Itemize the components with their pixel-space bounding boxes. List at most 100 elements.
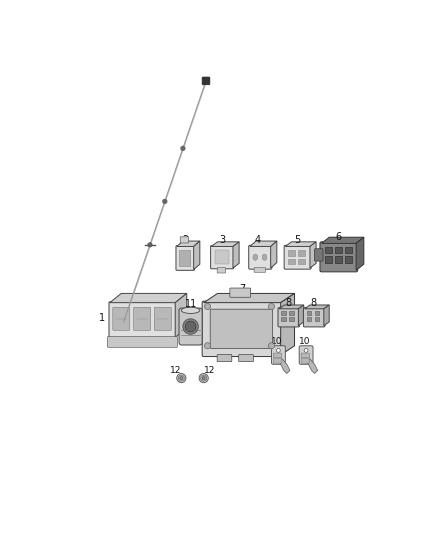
Polygon shape [279, 359, 290, 374]
Ellipse shape [163, 199, 167, 203]
FancyBboxPatch shape [304, 308, 325, 327]
Text: 6: 6 [336, 232, 342, 242]
Ellipse shape [262, 254, 267, 260]
Text: 10: 10 [271, 337, 283, 346]
Polygon shape [250, 241, 277, 246]
FancyBboxPatch shape [217, 268, 226, 273]
FancyBboxPatch shape [155, 308, 171, 330]
Polygon shape [321, 237, 364, 244]
Text: 4: 4 [254, 235, 261, 245]
FancyBboxPatch shape [298, 251, 305, 256]
Polygon shape [271, 241, 277, 268]
Polygon shape [177, 241, 200, 246]
FancyBboxPatch shape [272, 346, 285, 364]
FancyBboxPatch shape [107, 336, 177, 348]
Ellipse shape [268, 343, 275, 349]
Text: 3: 3 [219, 235, 225, 245]
FancyBboxPatch shape [273, 359, 282, 363]
FancyBboxPatch shape [180, 237, 189, 243]
Polygon shape [298, 305, 304, 326]
FancyBboxPatch shape [230, 288, 251, 297]
Text: 1: 1 [99, 313, 105, 323]
FancyBboxPatch shape [288, 259, 295, 264]
FancyBboxPatch shape [211, 246, 234, 269]
FancyBboxPatch shape [215, 251, 229, 264]
FancyBboxPatch shape [284, 245, 311, 269]
Ellipse shape [181, 147, 185, 150]
FancyBboxPatch shape [202, 301, 282, 357]
Polygon shape [233, 242, 239, 268]
FancyBboxPatch shape [335, 256, 342, 263]
FancyBboxPatch shape [282, 317, 286, 321]
Polygon shape [110, 294, 187, 303]
FancyBboxPatch shape [314, 311, 319, 315]
FancyBboxPatch shape [320, 242, 358, 272]
Text: 2: 2 [182, 235, 188, 245]
Ellipse shape [199, 374, 208, 383]
FancyBboxPatch shape [345, 247, 352, 253]
FancyBboxPatch shape [299, 346, 313, 364]
Ellipse shape [183, 319, 198, 334]
FancyBboxPatch shape [202, 77, 210, 85]
FancyBboxPatch shape [134, 308, 151, 330]
Polygon shape [194, 241, 200, 270]
FancyBboxPatch shape [210, 309, 272, 349]
Polygon shape [212, 242, 239, 246]
Polygon shape [310, 242, 316, 268]
Ellipse shape [304, 349, 308, 352]
FancyBboxPatch shape [301, 359, 310, 363]
Ellipse shape [276, 349, 280, 352]
FancyBboxPatch shape [176, 246, 194, 270]
Text: 8: 8 [285, 297, 291, 308]
Ellipse shape [253, 254, 258, 260]
Polygon shape [304, 305, 329, 309]
FancyBboxPatch shape [307, 311, 311, 315]
Polygon shape [356, 237, 364, 270]
Ellipse shape [202, 377, 205, 379]
FancyBboxPatch shape [298, 259, 305, 264]
Polygon shape [279, 305, 304, 309]
Ellipse shape [180, 377, 183, 379]
Polygon shape [285, 242, 316, 246]
Text: 10: 10 [299, 337, 310, 346]
Text: 11: 11 [184, 299, 197, 309]
Ellipse shape [181, 308, 200, 313]
FancyBboxPatch shape [325, 247, 332, 253]
FancyBboxPatch shape [273, 353, 282, 358]
Polygon shape [324, 305, 329, 326]
Ellipse shape [178, 375, 184, 381]
Text: 7: 7 [239, 284, 245, 294]
Polygon shape [204, 294, 294, 303]
FancyBboxPatch shape [325, 256, 332, 263]
FancyBboxPatch shape [301, 353, 310, 358]
FancyBboxPatch shape [345, 256, 352, 263]
Text: 12: 12 [170, 366, 181, 375]
FancyBboxPatch shape [289, 317, 294, 321]
Ellipse shape [148, 243, 152, 247]
FancyBboxPatch shape [249, 245, 272, 269]
FancyBboxPatch shape [254, 268, 266, 272]
FancyBboxPatch shape [282, 311, 286, 315]
Ellipse shape [177, 374, 186, 383]
Polygon shape [175, 294, 187, 337]
FancyBboxPatch shape [335, 247, 342, 253]
Ellipse shape [205, 303, 211, 310]
FancyBboxPatch shape [179, 251, 190, 265]
FancyBboxPatch shape [113, 308, 130, 330]
FancyBboxPatch shape [314, 249, 323, 261]
Ellipse shape [201, 375, 207, 381]
Ellipse shape [268, 303, 275, 310]
Ellipse shape [185, 321, 196, 332]
FancyBboxPatch shape [239, 354, 253, 361]
Text: 12: 12 [204, 366, 215, 375]
FancyBboxPatch shape [314, 317, 319, 321]
Ellipse shape [205, 343, 211, 349]
Polygon shape [307, 359, 318, 374]
Polygon shape [281, 294, 294, 355]
FancyBboxPatch shape [217, 354, 232, 361]
FancyBboxPatch shape [109, 302, 176, 338]
FancyBboxPatch shape [278, 308, 300, 327]
Text: 5: 5 [294, 235, 300, 245]
FancyBboxPatch shape [179, 308, 202, 345]
FancyBboxPatch shape [307, 317, 311, 321]
